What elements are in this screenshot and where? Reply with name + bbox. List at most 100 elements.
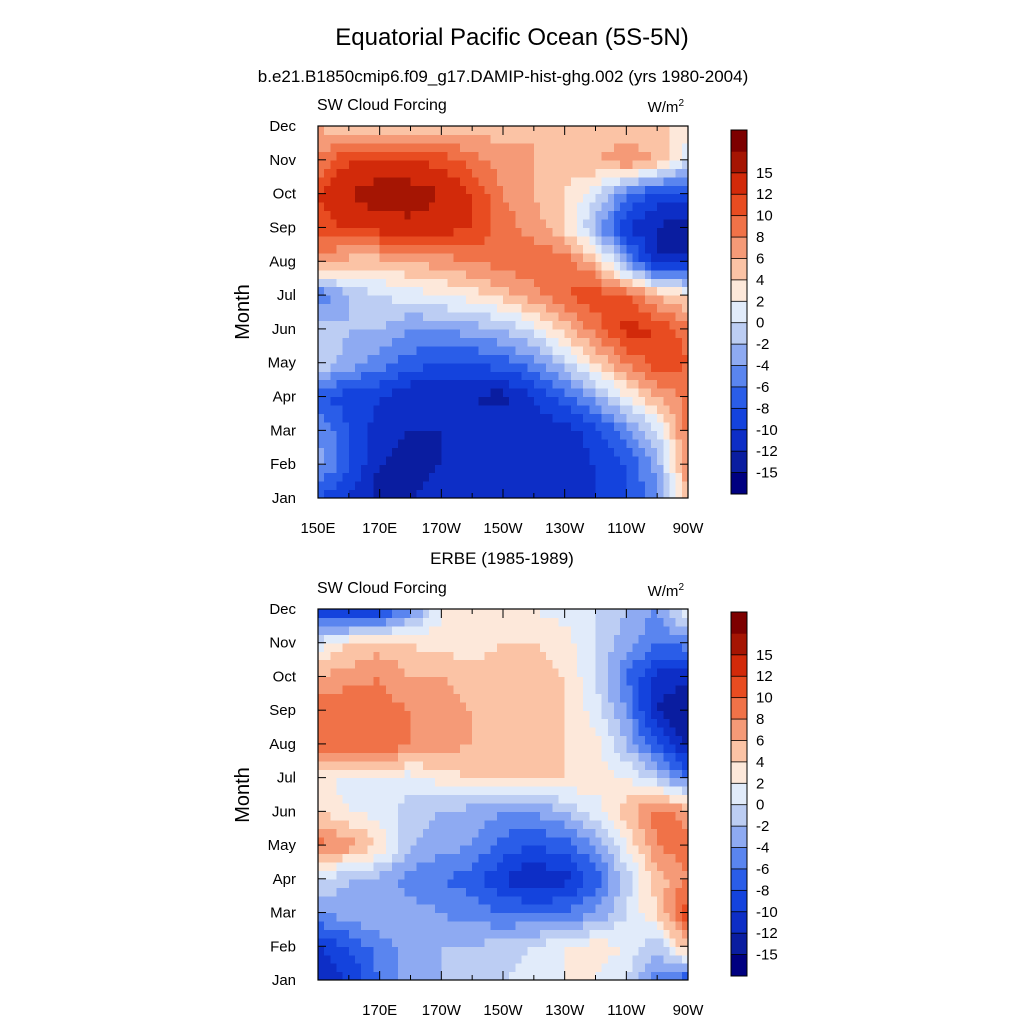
heatmap-cell [558, 345, 566, 355]
heatmap-cell [453, 710, 461, 720]
heatmap-cell [361, 345, 368, 355]
heatmap-cell [663, 303, 671, 313]
heatmap-cell [441, 464, 449, 474]
heatmap-cell [422, 328, 430, 338]
heatmap-cell [681, 752, 689, 762]
heatmap-cell [355, 413, 362, 423]
heatmap-cell [644, 743, 652, 753]
heatmap-cell [675, 735, 683, 745]
heatmap-cell [392, 176, 399, 186]
heatmap-cell [521, 954, 529, 964]
y-tick-label: Aug [269, 253, 296, 270]
heatmap-cell [552, 371, 560, 381]
heatmap-cell [466, 278, 473, 288]
heatmap-cell [651, 735, 658, 745]
heatmap-cell [583, 269, 590, 279]
heatmap-cell [503, 464, 510, 474]
heatmap-cell [410, 845, 418, 855]
heatmap-cell [503, 159, 510, 169]
heatmap-cell [318, 684, 325, 694]
heatmap-cell [441, 895, 449, 905]
heatmap-cell [595, 388, 603, 398]
heatmap-cell [620, 920, 627, 931]
heatmap-cell [540, 159, 547, 169]
x-tick-label: 170E [362, 520, 397, 537]
heatmap-cell [466, 261, 473, 271]
heatmap-cell [422, 752, 430, 762]
heatmap-cell [614, 963, 621, 973]
heatmap-cell [385, 946, 393, 956]
heatmap-cell [632, 693, 640, 703]
heatmap-cell [484, 904, 492, 914]
heatmap-cell [503, 345, 510, 355]
heatmap-cell [607, 912, 615, 922]
heatmap-cell [429, 870, 436, 880]
heatmap-cell [657, 261, 664, 271]
heatmap-cell [447, 295, 455, 305]
heatmap-cell [564, 388, 572, 398]
heatmap-cell [577, 227, 584, 237]
heatmap-cell [540, 371, 547, 381]
heatmap-cell [657, 413, 664, 423]
heatmap-cell [669, 210, 677, 220]
heatmap-cell [367, 760, 375, 770]
heatmap-cell [669, 727, 677, 737]
heatmap-cell [669, 396, 677, 406]
heatmap-cell [577, 659, 584, 669]
heatmap-cell [503, 295, 510, 305]
heatmap-cell [644, 828, 652, 838]
heatmap-cell [527, 659, 535, 669]
heatmap-cell [453, 920, 461, 931]
heatmap-cell [355, 252, 362, 262]
heatmap-cell [552, 362, 560, 372]
heatmap-cell [589, 828, 597, 838]
heatmap-cell [552, 777, 560, 787]
heatmap-cell [435, 261, 442, 271]
heatmap-cell [638, 481, 646, 491]
heatmap-cell [626, 710, 634, 720]
heatmap-cell [459, 371, 467, 381]
heatmap-cell [564, 760, 572, 770]
heatmap-cell [478, 794, 486, 804]
heatmap-cell [324, 354, 331, 364]
heatmap-cell [675, 752, 683, 762]
heatmap-cell [552, 278, 560, 288]
heatmap-cell [355, 861, 362, 871]
heatmap-cell [459, 929, 467, 939]
heatmap-cell [614, 235, 621, 245]
heatmap-cell [490, 904, 498, 914]
heatmap-cell [589, 929, 597, 939]
heatmap-cell [583, 481, 590, 491]
heatmap-cell [379, 668, 387, 678]
heatmap-cell [595, 481, 603, 491]
heatmap-cell [342, 861, 350, 871]
heatmap-cell [638, 963, 646, 973]
heatmap-cell [342, 472, 350, 482]
heatmap-cell [632, 895, 640, 905]
heatmap-cell [404, 845, 412, 855]
heatmap-cell [669, 735, 677, 745]
heatmap-cell [675, 235, 683, 245]
heatmap-cell [681, 312, 689, 322]
heatmap-cell [644, 464, 652, 474]
heatmap-cell [324, 227, 331, 237]
heatmap-cell [651, 920, 658, 931]
heatmap-cell [496, 464, 504, 474]
heatmap-cell [472, 261, 479, 271]
heatmap-cell [361, 853, 368, 863]
heatmap-cell [348, 320, 356, 330]
heatmap-cell [595, 185, 603, 195]
heatmap-cell [410, 421, 418, 431]
heatmap-cell [595, 752, 603, 762]
heatmap-cell [644, 727, 652, 737]
heatmap-cell [416, 777, 424, 787]
heatmap-cell [453, 371, 461, 381]
heatmap-cell [472, 438, 479, 448]
heatmap-cell [595, 159, 603, 169]
heatmap-cell [527, 244, 535, 254]
heatmap-cell [373, 421, 381, 431]
heatmap-cell [601, 769, 609, 779]
heatmap-cell [614, 895, 621, 905]
heatmap-cell [503, 438, 510, 448]
heatmap-cell [595, 963, 603, 973]
